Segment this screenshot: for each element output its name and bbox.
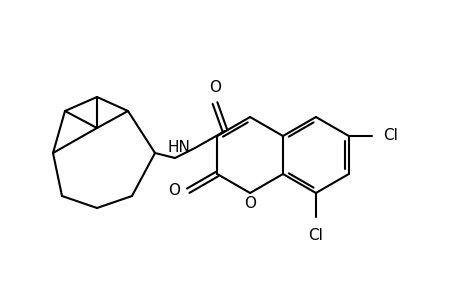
Text: O: O <box>208 80 220 95</box>
Text: O: O <box>168 183 180 198</box>
Text: Cl: Cl <box>383 128 397 143</box>
Text: O: O <box>244 196 256 211</box>
Text: HN: HN <box>167 140 190 155</box>
Text: Cl: Cl <box>308 228 323 243</box>
